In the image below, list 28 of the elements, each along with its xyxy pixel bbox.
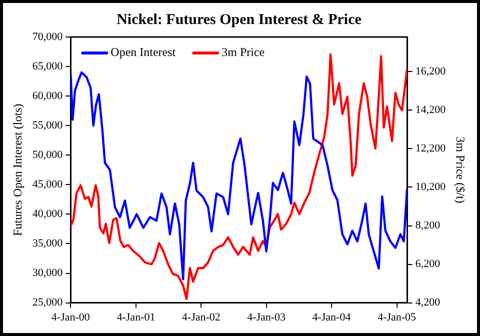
y2-tick-label: 14,200 bbox=[415, 104, 446, 116]
y2-tick-label: 8,200 bbox=[415, 220, 441, 232]
legend-label: Open Interest bbox=[110, 45, 176, 60]
y-tick-label: 55,000 bbox=[32, 119, 64, 132]
x-tick-label: 4-Jan-04 bbox=[312, 311, 352, 324]
y2-tick-label: 10,200 bbox=[415, 181, 446, 194]
y-tick-label: 25,000 bbox=[32, 296, 64, 309]
y-tick-label: 70,000 bbox=[32, 30, 64, 43]
y-tick-label: 35,000 bbox=[32, 238, 64, 250]
chart-title: Nickel: Futures Open Interest & Price bbox=[116, 12, 362, 28]
y2-tick-label: 12,200 bbox=[415, 142, 446, 155]
x-tick-label: 4-Jan-01 bbox=[116, 311, 156, 324]
x-tick-label: 4-Jan-03 bbox=[247, 311, 286, 324]
y-tick-label: 65,000 bbox=[32, 60, 64, 72]
y2-tick-label: 4,200 bbox=[415, 296, 441, 309]
y2-axis-title: 3m Price ($/t) bbox=[454, 136, 468, 204]
x-tick-label: 4-Jan-05 bbox=[378, 311, 417, 324]
y2-tick-label: 6,200 bbox=[415, 258, 441, 270]
y-axis-title: Futures Open Interest (lots) bbox=[10, 104, 24, 236]
y2-tick-label: 16,200 bbox=[415, 66, 446, 78]
y-tick-label: 30,000 bbox=[32, 267, 64, 280]
y-tick-label: 45,000 bbox=[32, 178, 64, 191]
y-tick-label: 40,000 bbox=[32, 208, 64, 220]
legend-label: 3m Price bbox=[222, 45, 265, 60]
y-tick-label: 50,000 bbox=[32, 149, 64, 162]
x-tick-label: 4-Jan-02 bbox=[182, 311, 220, 324]
x-tick-label: 4-Jan-00 bbox=[51, 311, 90, 324]
y-tick-label: 60,000 bbox=[32, 90, 64, 102]
